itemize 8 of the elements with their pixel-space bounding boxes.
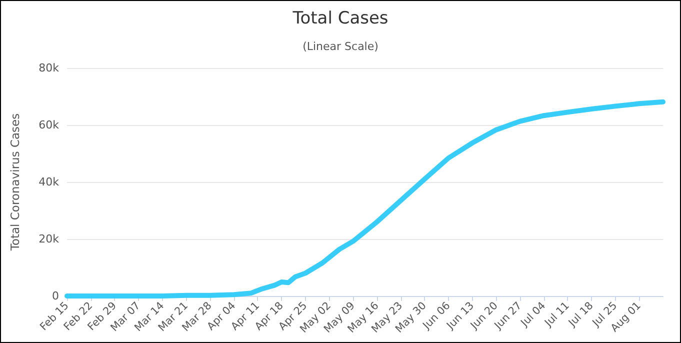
y-axis-title: Total Coronavirus Cases: [8, 113, 22, 252]
y-tick-label: 40k: [38, 176, 60, 188]
y-tick-label: 0: [52, 290, 59, 302]
y-tick-label: 60k: [38, 118, 60, 132]
y-tick-label: 80k: [38, 62, 60, 74]
chart-title: Total Cases: [292, 8, 388, 28]
chart-subtitle: (Linear Scale): [302, 40, 378, 53]
y-tick-label: 20k: [38, 232, 60, 246]
